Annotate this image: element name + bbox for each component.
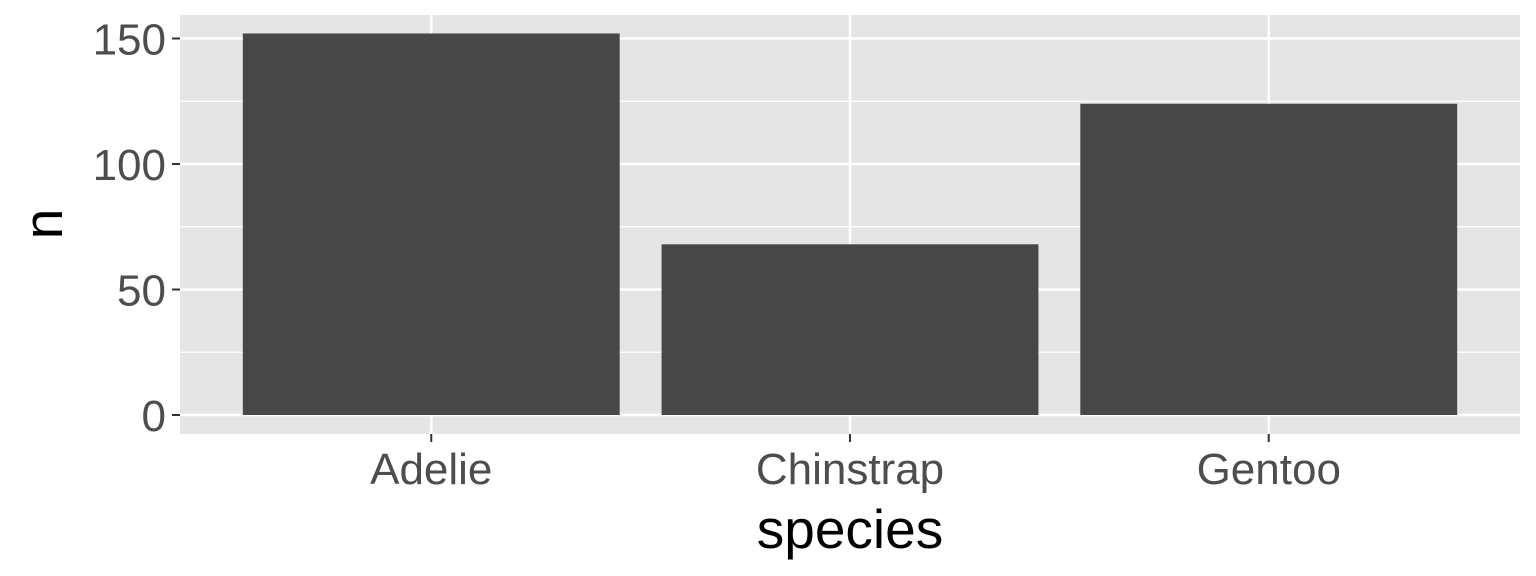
y-axis: 0 50 100 150 bbox=[93, 16, 180, 441]
y-tick-label: 100 bbox=[93, 141, 166, 190]
x-tick-label: Gentoo bbox=[1197, 445, 1341, 494]
x-tick-label: Chinstrap bbox=[756, 445, 944, 494]
x-axis-title: species bbox=[757, 498, 943, 560]
y-tick-label: 0 bbox=[142, 392, 166, 441]
y-tick-label: 50 bbox=[117, 267, 166, 316]
y-tick-label: 150 bbox=[93, 16, 166, 65]
x-tick-label: Adelie bbox=[370, 445, 492, 494]
y-axis-title: n bbox=[12, 209, 74, 240]
bars bbox=[242, 33, 1458, 415]
bar-gentoo bbox=[1080, 103, 1458, 415]
bar-adelie bbox=[242, 33, 620, 415]
bar-chinstrap bbox=[661, 244, 1039, 415]
x-axis: Adelie Chinstrap Gentoo bbox=[370, 434, 1341, 494]
